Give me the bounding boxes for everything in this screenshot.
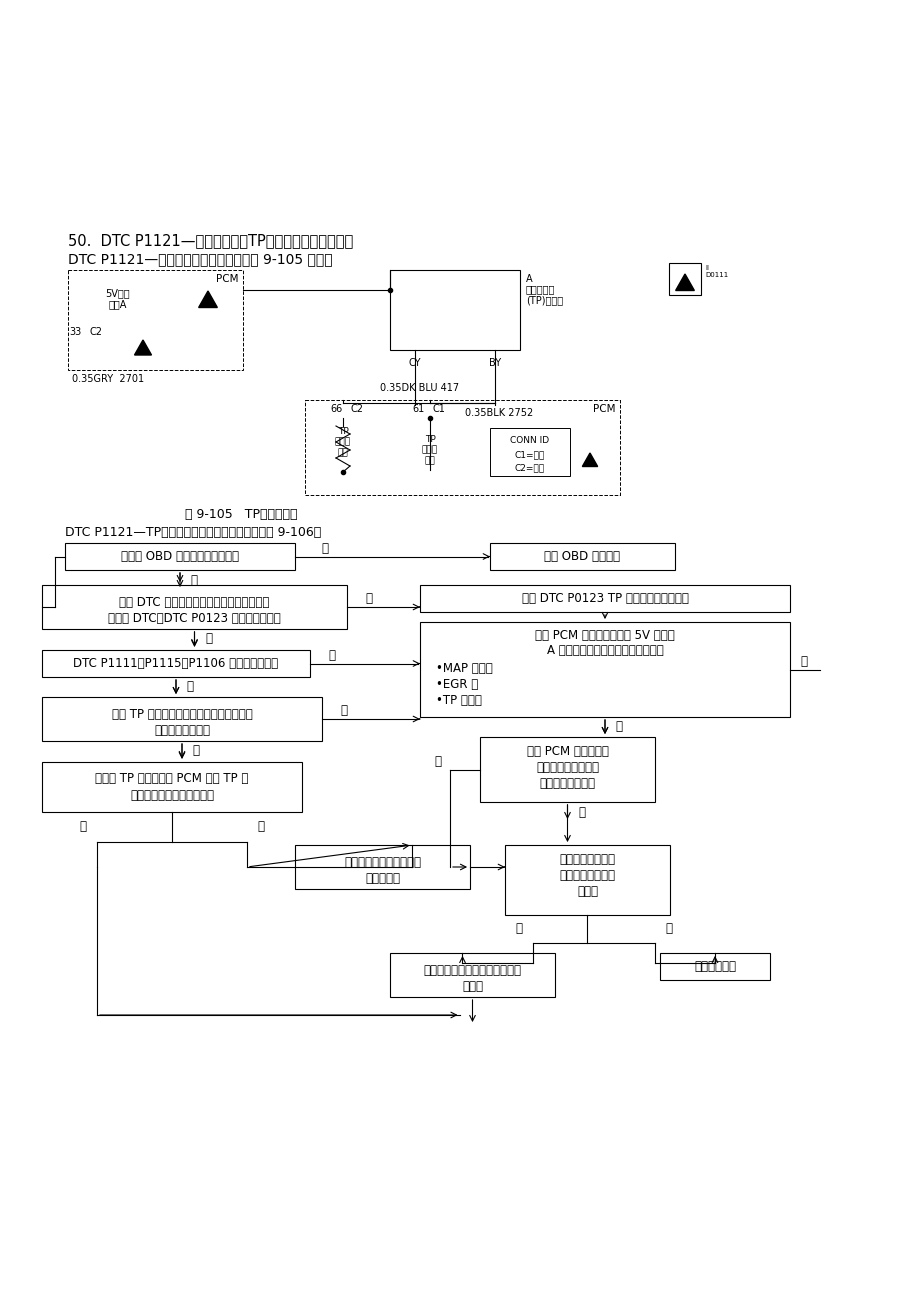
Text: 束连接端子: 束连接端子: [365, 872, 400, 885]
Text: 选择 DTC 信息，最后一次测试失败，并记下: 选择 DTC 信息，最后一次测试失败，并记下: [119, 596, 269, 609]
Text: 否: 否: [257, 819, 265, 832]
Text: 更换损坏的传感器地线线: 更换损坏的传感器地线线: [344, 855, 421, 868]
Bar: [390, 953, 554, 997]
Text: 检查 PCM 处的传感器: 检查 PCM 处的传感器: [526, 745, 607, 758]
Polygon shape: [582, 453, 597, 466]
Text: 有必要，维修线束中的间歇开路: 有必要，维修线束中的间歇开路: [423, 963, 521, 976]
Bar: [420, 585, 789, 612]
Text: 进行辅助诊断: 进行辅助诊断: [693, 960, 735, 973]
Bar: [480, 737, 654, 802]
Bar: [505, 845, 669, 915]
Bar: [68, 270, 243, 370]
Text: 进行 DTC P0123 TP 传感器线路高压诊断: 进行 DTC P0123 TP 传感器线路高压诊断: [521, 592, 687, 605]
Bar: [42, 585, 346, 629]
Text: 否: 否: [192, 745, 199, 758]
Text: 其它的 DTC，DTC P0123 也被设置了吗？: 其它的 DTC，DTC P0123 也被设置了吗？: [108, 612, 280, 625]
Text: C1=蓝色: C1=蓝色: [515, 450, 545, 460]
Text: 是: 是: [190, 573, 198, 586]
Text: 检查在 TP 传感器端和 PCM 间的 TP 信: 检查在 TP 传感器端和 PCM 间的 TP 信: [96, 772, 248, 785]
Text: 良，如有，要修理: 良，如有，要修理: [539, 777, 595, 790]
Text: 号线路是否对电源间歇短路: 号线路是否对电源间歇短路: [130, 789, 214, 802]
Bar: [668, 263, 700, 296]
Text: 5V参考
电压A: 5V参考 电压A: [106, 288, 130, 310]
Bar: [490, 428, 570, 477]
Text: A: A: [526, 273, 532, 284]
Text: 地线端子是否接触不: 地线端子是否接触不: [536, 760, 598, 773]
Text: 33: 33: [70, 327, 82, 337]
Text: 发动机 OBD 系统检查完成了吗？: 发动机 OBD 系统检查完成了吗？: [121, 549, 239, 562]
Text: 检查 TP 传感器端子接地线是否接触不良，: 检查 TP 传感器端子接地线是否接触不良，: [111, 708, 252, 721]
Text: CY: CY: [408, 358, 421, 368]
Text: 0.35GRY  2701: 0.35GRY 2701: [72, 374, 144, 384]
Text: 否: 否: [577, 806, 584, 819]
Text: 否: 否: [187, 681, 193, 694]
Text: TP
传感器
信号: TP 传感器 信号: [335, 427, 351, 457]
Text: 否有间歇开路或错: 否有间歇开路或错: [559, 868, 615, 881]
Text: 是: 是: [340, 704, 347, 717]
Bar: [305, 400, 619, 495]
Bar: [420, 622, 789, 717]
Text: 进行 OBD 系统检查: 进行 OBD 系统检查: [544, 549, 619, 562]
Text: 检查传感器地线是: 检查传感器地线是: [559, 853, 615, 866]
Bar: [42, 762, 301, 812]
Text: C1: C1: [433, 404, 446, 414]
Text: 图 9-105   TP传感器线路: 图 9-105 TP传感器线路: [185, 508, 297, 521]
Bar: [295, 845, 470, 889]
Polygon shape: [134, 340, 152, 355]
Text: 是: 是: [434, 755, 441, 768]
Text: 66: 66: [331, 404, 343, 414]
Text: 0.35BLK 2752: 0.35BLK 2752: [464, 408, 533, 418]
Text: 61: 61: [413, 404, 425, 414]
Polygon shape: [675, 273, 694, 290]
Text: 50.  DTC P1121—节气门位置（TP）传感器线路间歇高压: 50. DTC P1121—节气门位置（TP）传感器线路间歇高压: [68, 233, 353, 247]
Text: CONN ID: CONN ID: [510, 436, 549, 445]
Text: C2=透明: C2=透明: [515, 464, 544, 473]
Bar: [390, 270, 519, 350]
Text: 是: 是: [328, 648, 335, 661]
Text: PCM: PCM: [593, 404, 616, 414]
Text: 若有，要进行修理: 若有，要进行修理: [153, 724, 210, 737]
Text: 节气门位置
(TP)传感器: 节气门位置 (TP)传感器: [526, 284, 562, 306]
Text: 是: 是: [515, 922, 522, 935]
Bar: [659, 953, 769, 980]
Text: C2: C2: [351, 404, 364, 414]
Text: 是: 是: [365, 592, 372, 605]
Text: 是: 是: [800, 655, 807, 668]
Bar: [42, 697, 322, 741]
Text: 误连接: 误连接: [576, 885, 597, 898]
Text: DTC P1111、P1115、P1106 也被设置了吗？: DTC P1111、P1115、P1106 也被设置了吗？: [74, 658, 278, 671]
Text: 否: 否: [664, 922, 672, 935]
Bar: [42, 650, 310, 677]
Polygon shape: [199, 292, 217, 307]
Text: •TP 传感器: •TP 传感器: [436, 694, 482, 707]
Text: A 线路是否有间歇对电源短路现象：: A 线路是否有间歇对电源短路现象：: [546, 644, 663, 658]
Text: PCM: PCM: [216, 273, 239, 284]
Text: TP
传感器
接地: TP 传感器 接地: [422, 435, 437, 465]
Text: C2: C2: [90, 327, 103, 337]
Text: 否: 否: [615, 720, 622, 733]
Text: 是: 是: [79, 819, 86, 832]
Text: BY: BY: [488, 358, 501, 368]
Text: DTC P1121—节气门位置传感器线路如图 9-105 所示。: DTC P1121—节气门位置传感器线路如图 9-105 所示。: [68, 253, 333, 266]
Text: 检查 PCM 和下列元件之间 5V 参考。: 检查 PCM 和下列元件之间 5V 参考。: [535, 629, 675, 642]
Text: 或短路: 或短路: [461, 980, 482, 993]
Text: 0.35DK BLU 417: 0.35DK BLU 417: [380, 383, 459, 393]
Text: 否: 否: [321, 542, 328, 555]
Text: •MAP 传感器: •MAP 传感器: [436, 661, 493, 674]
Text: 否: 否: [205, 633, 211, 646]
Text: •EGR 阀: •EGR 阀: [436, 678, 478, 691]
Bar: [65, 543, 295, 570]
Text: II
D0111: II D0111: [704, 266, 728, 279]
Bar: [490, 543, 675, 570]
Text: DTC P1121—TP传感器线路间歇高压诊断流程见图 9-106。: DTC P1121—TP传感器线路间歇高压诊断流程见图 9-106。: [65, 526, 321, 539]
